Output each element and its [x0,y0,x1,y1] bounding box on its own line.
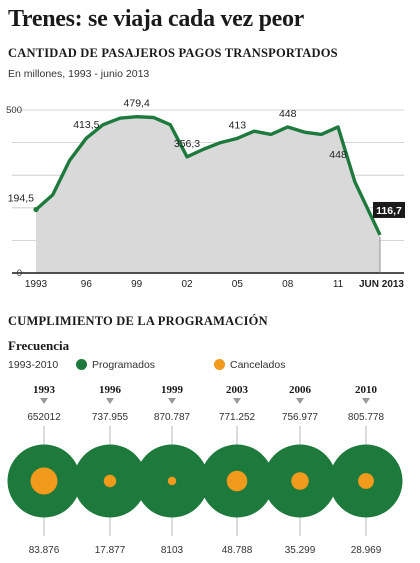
year-marker-icon [362,398,370,404]
cancelados-circle [167,476,177,486]
year-label: 1999 [161,384,184,396]
section-heading-schedule: CUMPLIMIENTO DE LA PROGRAMACIÓN [8,314,268,328]
area-fill [36,116,380,273]
x-tick-label: 11 [333,279,344,290]
cancelados-value: 83.876 [29,545,60,556]
point-value-label: 479,4 [124,98,150,110]
year-label: 2003 [226,384,249,396]
year-marker-icon [233,398,241,404]
year-label: 1993 [33,384,56,396]
point-value-label: 413 [229,119,247,131]
y-tick-label: 500 [6,105,22,116]
year-marker-icon [40,398,48,404]
programados-value: 737.955 [92,412,129,423]
legend-label-programados: Programados [92,359,156,371]
x-tick-label: 02 [181,279,193,290]
start-point [33,206,39,213]
cancelados-value: 35.299 [285,545,316,556]
frequency-label: Frecuencia [8,338,70,353]
year-marker-icon [106,398,114,404]
schedule-bubble-chart: 1993 652012 1996 737.955 1999 870.787 2003 771.… [7,384,403,556]
cancelados-value: 28.969 [351,545,382,556]
range-label: 1993-2010 [8,359,59,371]
point-value-label: 448 [279,108,297,120]
passengers-line [34,115,382,236]
x-tick-label: 96 [81,279,93,290]
year-label: 1996 [99,384,122,396]
passengers-area-chart: 0 500 1993 96 99 02 05 08 11 JUN 2013 194,5 413,5 47… [6,98,405,290]
programados-value: 805.778 [348,412,385,423]
x-tick-label: 99 [131,279,143,290]
point-value-label: 448 [329,149,347,161]
cancelados-value: 8103 [161,545,184,556]
point-value-label: 413,5 [73,119,99,131]
page-title: Trenes: se viaja cada vez peor [8,6,305,32]
point-value-label: 194,5 [8,193,34,205]
highlight-label-box [373,201,405,218]
section-heading-passengers: CANTIDAD DE PASAJEROS PAGOS TRANSPORTADO… [8,46,338,60]
year-label: 2006 [289,384,312,396]
cancelados-value: 48.788 [222,545,253,556]
cancelados-circle [291,472,309,490]
legend-swatch-cancelados [214,359,225,370]
legend-swatch-programados [76,359,87,370]
cancelados-value: 17.877 [95,545,126,556]
programados-value: 756.977 [282,412,319,423]
legend-label-cancelados: Cancelados [230,359,286,371]
cancelados-circle [30,467,58,495]
cancelados-circle [103,474,117,488]
year-marker-icon [168,398,176,404]
legend: 1993-2010 Programados Cancelados [8,359,412,373]
year-marker-icon [296,398,304,404]
point-value-label: 356,3 [174,138,200,150]
cancelados-circle [226,470,248,492]
point-value-label: 116,7 [376,205,402,217]
chart-subtitle: En millones, 1993 - junio 2013 [8,68,150,80]
programados-value: 771.252 [219,412,256,423]
cancelados-circle [358,473,374,489]
year-label: 2010 [355,384,378,396]
x-tick-label: JUN 2013 [359,279,404,290]
programados-value: 870.787 [154,412,191,423]
x-tick-label: 1993 [25,279,48,290]
programados-value: 652012 [27,412,61,423]
y-tick-label: 0 [17,268,22,279]
x-tick-label: 05 [232,279,244,290]
x-tick-label: 08 [282,279,294,290]
